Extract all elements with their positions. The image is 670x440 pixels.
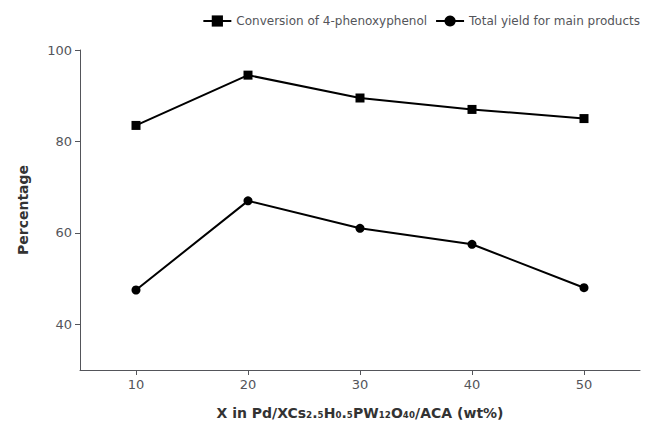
svg-text:10: 10 — [128, 377, 145, 392]
svg-text:20: 20 — [240, 377, 257, 392]
svg-text:40: 40 — [55, 317, 72, 332]
svg-text:X in Pd/XCs₂.₅H₀.₅PW₁₂O₄₀/ACA: X in Pd/XCs₂.₅H₀.₅PW₁₂O₄₀/ACA (wt%) — [217, 405, 504, 421]
svg-text:100: 100 — [47, 43, 72, 58]
svg-text:60: 60 — [55, 225, 72, 240]
svg-text:40: 40 — [464, 377, 481, 392]
svg-text:Percentage: Percentage — [15, 165, 31, 255]
svg-text:Total yield for main products: Total yield for main products — [468, 14, 640, 28]
svg-text:80: 80 — [55, 134, 72, 149]
svg-text:30: 30 — [352, 377, 369, 392]
svg-text:50: 50 — [576, 377, 593, 392]
svg-text:Conversion of 4-phenoxyphenol: Conversion of 4-phenoxyphenol — [236, 14, 427, 28]
